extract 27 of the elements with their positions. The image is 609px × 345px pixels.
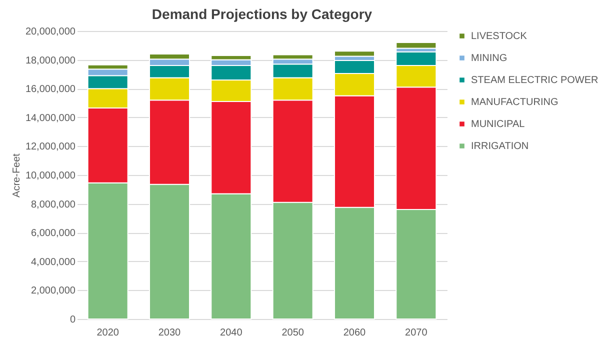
y-tick-label: 16,000,000 bbox=[25, 84, 76, 96]
legend-label: LIVESTOCK bbox=[471, 31, 528, 42]
x-tick-label: 2020 bbox=[96, 328, 120, 338]
bar bbox=[334, 50, 375, 57]
x-tick-label: 2060 bbox=[343, 328, 366, 338]
y-tick-label: 12,000,000 bbox=[25, 142, 76, 153]
legend-label: MINING bbox=[471, 53, 508, 64]
chart-title: Demand Projections by Category bbox=[152, 6, 372, 22]
y-tick-label: 20,000,000 bbox=[25, 26, 76, 38]
x-tick-label: 2030 bbox=[158, 328, 182, 338]
x-tick-label: 2040 bbox=[220, 328, 243, 338]
legend-label: IRRIGATION bbox=[471, 141, 529, 152]
y-tick-label: 18,000,000 bbox=[25, 55, 76, 66]
y-tick-label: 6,000,000 bbox=[31, 228, 76, 240]
y-tick-label: 4,000,000 bbox=[31, 256, 76, 268]
y-tick-label: 10,000,000 bbox=[25, 170, 76, 182]
legend-label: STEAM ELECTRIC POWER bbox=[471, 75, 598, 86]
legend-label: MANUFACTURING bbox=[471, 97, 558, 108]
y-axis-title: Acre-Feet bbox=[11, 153, 22, 198]
y-tick-label: 0 bbox=[70, 314, 76, 326]
legend-label: MUNICIPAL bbox=[471, 119, 526, 130]
x-tick-label: 2050 bbox=[282, 328, 304, 338]
x-tick-label: 2070 bbox=[405, 328, 428, 338]
y-tick-label: 14,000,000 bbox=[25, 112, 76, 124]
bar bbox=[396, 42, 437, 49]
y-tick-label: 8,000,000 bbox=[31, 199, 76, 210]
y-tick-label: 2,000,000 bbox=[31, 286, 76, 297]
